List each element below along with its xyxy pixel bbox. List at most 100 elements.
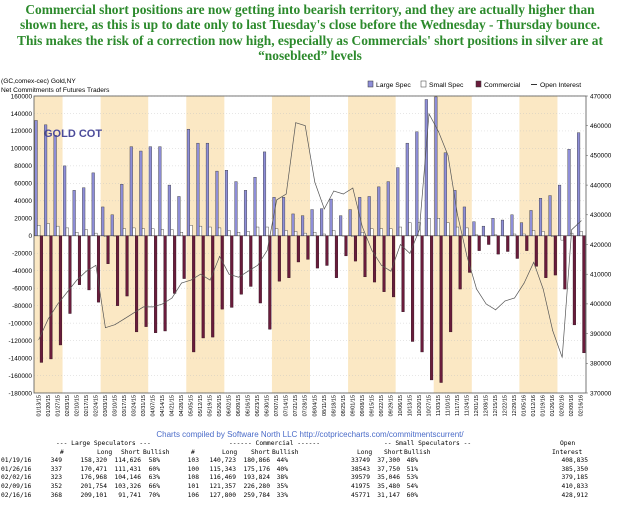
bar-commercial [154, 235, 158, 333]
right-tick-label: 370000 [590, 390, 612, 397]
bar-large-spec [224, 170, 228, 236]
cell-ls-bull: 70% [148, 491, 160, 499]
bar-commercial [392, 235, 396, 298]
x-tick-label: 03/03/15 [103, 395, 109, 416]
bar-commercial [163, 235, 167, 332]
bar-small-spec [75, 232, 79, 236]
bar-commercial [496, 235, 500, 255]
table-column-header: # Long Short Bullish # Long Short Bullis… [0, 449, 620, 458]
bar-commercial [363, 235, 367, 278]
bar-small-spec [103, 235, 107, 237]
x-tick-label: 02/24/15 [93, 395, 99, 416]
x-tick-label: 06/23/15 [255, 395, 261, 416]
cell-ls-bull: 66% [148, 482, 160, 490]
bar-commercial [230, 235, 234, 308]
cell-date: 01/26/16 [1, 465, 32, 473]
bar-small-spec [46, 223, 50, 236]
bar-large-spec [243, 190, 248, 236]
bar-commercial [468, 235, 472, 273]
cell-ls-long: 158,320 [80, 457, 107, 465]
cell-c-n: 103 [187, 457, 199, 465]
cell-ls-n: 368 [50, 491, 62, 499]
bar-small-spec [513, 233, 517, 236]
open-interest-point [400, 244, 401, 245]
bar-small-spec [436, 218, 441, 236]
cell-c-n: 101 [187, 482, 199, 490]
cell-ls-short: 111,431 [114, 465, 141, 473]
bar-large-spec [377, 186, 381, 236]
col-c-short: Short [251, 448, 270, 456]
cell-ss-short: 35,046 [377, 474, 400, 482]
bar-large-spec [63, 165, 67, 236]
open-interest-point [381, 264, 382, 266]
bar-commercial [106, 235, 110, 264]
bar-large-spec [500, 219, 504, 236]
bar-large-spec [310, 209, 314, 236]
bar-large-spec [186, 128, 190, 236]
bar-commercial [544, 235, 548, 278]
bar-large-spec [148, 146, 152, 236]
open-interest-point [333, 190, 335, 192]
bar-large-spec [443, 152, 447, 236]
x-tick-label: 10/13/15 [407, 395, 413, 416]
bar-small-spec [189, 225, 193, 236]
open-interest-point [514, 297, 515, 299]
x-tick-label: 04/14/15 [160, 395, 166, 416]
cell-c-n: 106 [187, 491, 199, 499]
open-interest-point [314, 181, 316, 183]
bar-large-spec [453, 190, 457, 236]
cell-ls-long: 176,968 [80, 474, 107, 482]
x-tick-label: 09/15/15 [369, 395, 375, 416]
bar-large-spec [519, 222, 524, 236]
legend-small-spec: Small Spec [429, 82, 464, 89]
bar-small-spec [132, 227, 136, 236]
credit-line: Charts compiled by Software North LLC ht… [156, 430, 464, 439]
bar-small-spec [170, 229, 174, 236]
bar-commercial [182, 235, 186, 279]
open-interest-point [542, 288, 544, 290]
bar-commercial [277, 235, 281, 282]
right-tick-label: 440000 [590, 182, 612, 189]
bar-commercial [325, 235, 329, 266]
col-c-bull: Bullish [272, 448, 299, 456]
headline: Commercial short positions are now getti… [17, 2, 603, 64]
bar-large-spec [472, 221, 476, 236]
bar-small-spec [284, 230, 288, 236]
bar-commercial [249, 235, 253, 287]
bar-commercial [344, 235, 348, 257]
table-group-header: --- Large Speculators --- ------ Commerc… [0, 440, 620, 449]
bar-commercial [439, 235, 443, 383]
month-band [519, 96, 558, 393]
bar-large-spec [348, 209, 352, 236]
open-interest-point [457, 214, 458, 216]
bar-small-spec [446, 222, 450, 236]
open-interest-point [76, 279, 78, 281]
bar-large-spec [462, 206, 466, 236]
bar-large-spec [82, 187, 86, 236]
left-tick-label: -120000 [9, 338, 33, 345]
col-ls-short: Short [121, 448, 140, 456]
bar-large-spec [215, 170, 219, 236]
bar-commercial [116, 235, 120, 306]
bar-large-spec [567, 149, 571, 236]
x-tick-label: 01/19/16 [541, 395, 547, 416]
open-interest-point [209, 279, 211, 281]
bar-small-spec [84, 229, 88, 236]
cell-c-long: 140,723 [209, 457, 236, 465]
cell-date: 02/09/16 [1, 482, 32, 490]
bar-small-spec [579, 231, 583, 236]
left-tick-label: 60000 [14, 181, 32, 188]
month-band [34, 96, 63, 393]
open-interest-point [371, 250, 373, 251]
table-row: 02/09/16 352 201,754 103,326 66% 101 121,357 22… [0, 483, 620, 492]
right-tick-label: 380000 [590, 361, 612, 368]
cell-ls-short: 104,146 [114, 474, 141, 482]
bar-large-spec [139, 150, 143, 236]
cell-c-long: 121,357 [209, 482, 236, 490]
cell-c-n: 108 [187, 474, 199, 482]
left-tick-label: 100000 [11, 146, 33, 153]
bar-commercial [49, 235, 53, 360]
bar-small-spec [522, 233, 526, 236]
x-axis-ticks: 01/13/15 01/20/15 01/27/15 02/03/15 02/10/15… [36, 395, 584, 417]
bar-small-spec [275, 228, 279, 236]
